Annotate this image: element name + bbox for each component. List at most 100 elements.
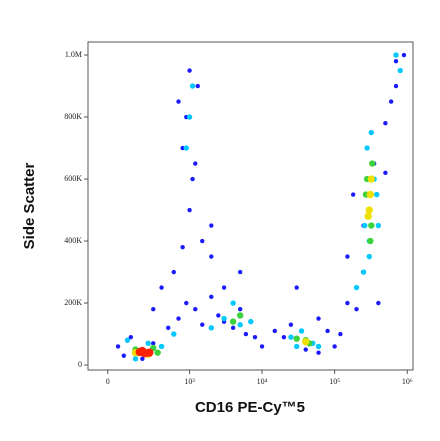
- point: [288, 334, 294, 340]
- point: [166, 325, 171, 331]
- point: [368, 222, 375, 229]
- y-tick-label: 200K: [64, 298, 82, 307]
- point: [200, 238, 205, 244]
- point: [393, 83, 399, 89]
- point: [364, 212, 372, 220]
- point: [354, 307, 359, 312]
- point: [176, 316, 181, 321]
- point: [374, 191, 380, 198]
- point: [151, 307, 156, 312]
- y-tick-label: 600K: [64, 174, 82, 183]
- point: [393, 59, 399, 64]
- y-tick-label: 1.0M: [65, 50, 82, 59]
- point: [230, 300, 236, 306]
- point: [221, 285, 227, 290]
- point: [248, 318, 254, 325]
- point: [376, 300, 381, 306]
- point: [187, 207, 192, 213]
- point: [180, 145, 185, 151]
- point: [140, 356, 145, 362]
- x-tick-label: 10⁵: [329, 377, 340, 386]
- y-tick-label: 400K: [64, 236, 82, 245]
- point: [193, 307, 198, 312]
- point: [350, 192, 356, 197]
- point: [362, 222, 368, 229]
- point: [388, 99, 394, 104]
- point: [193, 161, 198, 166]
- point: [303, 347, 308, 352]
- point: [345, 254, 350, 259]
- point: [288, 322, 294, 327]
- x-tick-label: 0: [106, 377, 110, 386]
- point: [209, 294, 214, 300]
- point: [154, 349, 161, 356]
- point: [364, 145, 370, 151]
- point: [325, 328, 330, 334]
- point: [367, 175, 376, 183]
- point: [293, 335, 300, 342]
- point: [259, 344, 265, 349]
- x-tick-label: 10³: [184, 377, 195, 386]
- point: [315, 343, 322, 350]
- point: [132, 356, 139, 362]
- x-tick-label: 10⁴: [257, 377, 268, 386]
- point: [237, 269, 243, 275]
- point: [366, 253, 372, 260]
- x-tick-label: 10⁶: [402, 377, 413, 386]
- point: [397, 67, 403, 74]
- point: [171, 269, 176, 275]
- point: [368, 129, 375, 136]
- point: [115, 344, 121, 349]
- point: [272, 328, 278, 334]
- point: [200, 322, 205, 327]
- point: [190, 176, 195, 182]
- point: [293, 343, 300, 350]
- point: [184, 300, 189, 306]
- point: [393, 52, 399, 58]
- point: [316, 350, 321, 355]
- plot-frame: [87, 41, 414, 371]
- point: [316, 316, 321, 321]
- point: [237, 307, 243, 312]
- point: [208, 325, 215, 331]
- point: [252, 334, 258, 340]
- point: [128, 334, 134, 340]
- point: [383, 121, 388, 126]
- point: [230, 325, 236, 331]
- point: [221, 315, 227, 322]
- point: [124, 337, 131, 343]
- point: [365, 206, 373, 214]
- point: [281, 334, 287, 340]
- point: [236, 312, 244, 319]
- y-tick-label: 800K: [64, 112, 82, 121]
- point: [189, 83, 196, 89]
- point: [237, 322, 243, 328]
- point: [176, 99, 181, 104]
- y-tick-label: 0: [78, 360, 82, 369]
- point: [195, 83, 200, 89]
- point: [243, 331, 249, 337]
- point: [298, 328, 305, 334]
- point: [186, 114, 193, 120]
- point: [369, 160, 376, 167]
- point: [171, 331, 177, 337]
- point: [353, 284, 360, 291]
- point: [158, 343, 165, 350]
- point: [187, 68, 192, 73]
- point: [332, 344, 337, 349]
- point: [183, 145, 189, 151]
- y-axis-title: Side Scatter: [21, 162, 38, 249]
- point: [180, 245, 185, 250]
- point: [216, 313, 221, 318]
- point: [145, 348, 154, 357]
- point: [367, 237, 374, 245]
- point: [209, 223, 214, 228]
- point: [159, 285, 164, 290]
- point: [151, 341, 156, 346]
- point: [294, 285, 299, 290]
- point: [345, 300, 350, 306]
- point: [145, 340, 151, 347]
- point: [360, 269, 367, 275]
- point: [383, 170, 388, 176]
